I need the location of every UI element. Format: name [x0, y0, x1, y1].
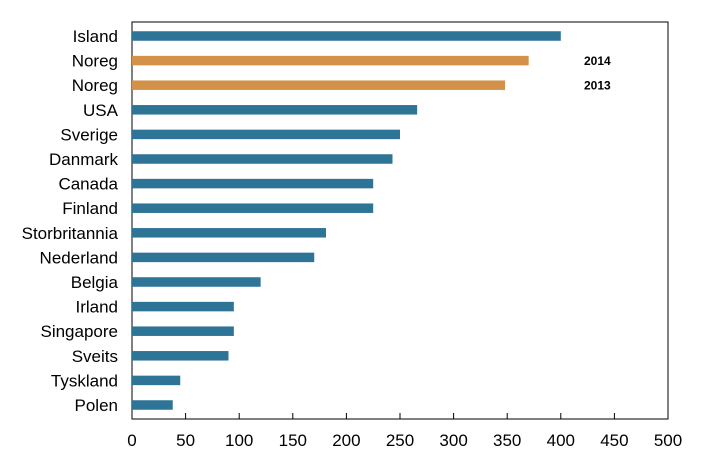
- category-labels-group: Island Noreg Noreg USA Sverige Danmark Canada F…: [22, 27, 119, 415]
- x-tick-label-0: 0: [127, 431, 136, 450]
- x-tick-label-9: 450: [600, 431, 628, 450]
- bar-0: [132, 31, 561, 41]
- x-tick-label-6: 300: [439, 431, 467, 450]
- bar-11: [132, 301, 234, 312]
- category-label-11: Irland: [75, 298, 118, 317]
- category-label-12: Singapore: [40, 322, 118, 341]
- bar-10: [132, 277, 261, 287]
- bars-group: [132, 31, 561, 410]
- annotations-group: 2014 2013: [584, 54, 611, 93]
- category-label-5: Danmark: [49, 150, 118, 169]
- bar-8: [132, 228, 327, 238]
- bar-annotation-1: 2013: [584, 79, 611, 93]
- x-tick-label-2: 100: [225, 431, 253, 450]
- x-tick-label-3: 150: [279, 431, 307, 450]
- category-label-0: Island: [73, 27, 118, 46]
- bar-annotation-0: 2014: [584, 54, 611, 68]
- category-label-4: Sverige: [60, 125, 118, 144]
- category-label-15: Polen: [75, 396, 118, 415]
- category-label-9: Nederland: [40, 248, 118, 267]
- bar-14: [132, 375, 181, 386]
- category-label-7: Finland: [62, 199, 118, 218]
- x-tick-label-4: 200: [332, 431, 360, 450]
- bar-1: [132, 55, 529, 66]
- x-tick-label-8: 400: [547, 431, 575, 450]
- x-axis-ticks-group: [131, 413, 669, 419]
- x-tick-label-7: 350: [493, 431, 521, 450]
- x-tick-label-1: 50: [176, 431, 195, 450]
- category-label-6: Canada: [58, 175, 118, 194]
- x-tick-label-10: 500: [654, 431, 682, 450]
- category-label-10: Belgia: [71, 273, 119, 292]
- category-label-8: Storbritannia: [22, 224, 119, 243]
- bar-15: [132, 400, 173, 410]
- bar-9: [132, 252, 315, 263]
- bar-5: [132, 154, 393, 164]
- bar-12: [132, 326, 234, 336]
- bar-4: [132, 129, 400, 140]
- x-axis-tick-labels-group: 0 50 100 150 200 250 300 350 400 450 500: [127, 431, 682, 450]
- x-tick-label-5: 250: [386, 431, 414, 450]
- bar-6: [132, 178, 374, 189]
- category-label-1: Noreg: [72, 52, 118, 71]
- category-label-3: USA: [83, 101, 119, 120]
- bar-13: [132, 351, 229, 361]
- category-label-2: Noreg: [72, 76, 118, 95]
- category-label-14: Tyskland: [51, 371, 118, 390]
- bar-2: [132, 80, 506, 90]
- bar-7: [132, 203, 374, 213]
- category-label-13: Sveits: [72, 347, 118, 366]
- bar-3: [132, 105, 418, 115]
